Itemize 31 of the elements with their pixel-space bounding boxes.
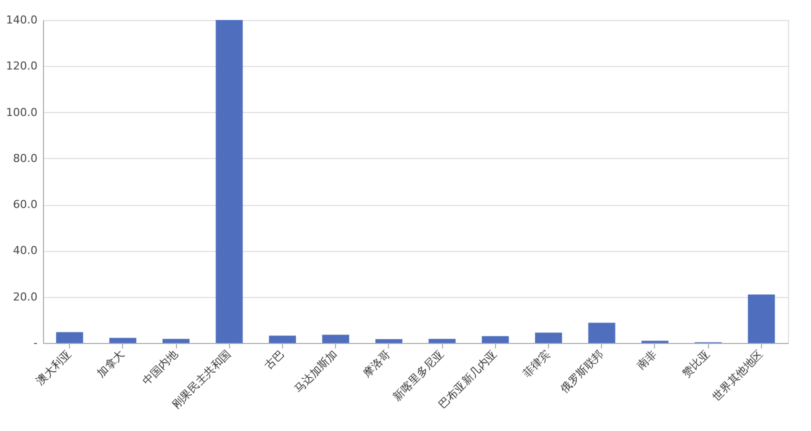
bar bbox=[535, 332, 562, 343]
x-tick-label: 菲律宾 bbox=[520, 348, 553, 380]
y-tick-label: 140.0 bbox=[6, 14, 38, 26]
x-tick-label: 俄罗斯联邦 bbox=[558, 348, 606, 396]
bar bbox=[482, 336, 509, 343]
y-tick-label: 60.0 bbox=[13, 198, 38, 212]
x-tick-label: 南非 bbox=[634, 348, 660, 372]
x-tick-label: 加拿大 bbox=[94, 348, 128, 380]
bar bbox=[322, 334, 350, 343]
y-tick-label: 80.0 bbox=[13, 152, 38, 165]
y-tick-label: - bbox=[34, 336, 38, 350]
bar bbox=[216, 20, 243, 343]
y-tick-label: 100.0 bbox=[6, 106, 38, 119]
bar bbox=[375, 339, 402, 343]
bar bbox=[588, 322, 616, 343]
x-tick-label: 中国内地 bbox=[140, 348, 180, 388]
x-tick-label: 世界其他地区 bbox=[710, 348, 766, 404]
bar bbox=[428, 338, 456, 343]
x-tick-label: 摩洛哥 bbox=[360, 348, 394, 380]
y-tick-label: 40.0 bbox=[13, 244, 38, 258]
x-tick-label: 澳大利亚 bbox=[34, 348, 74, 388]
y-tick-label: 120.0 bbox=[6, 60, 38, 73]
bar bbox=[268, 336, 296, 343]
y-tick-label: 20.0 bbox=[13, 290, 38, 304]
bar bbox=[162, 338, 190, 343]
bar bbox=[109, 338, 136, 343]
x-tick-label: 古巴 bbox=[262, 348, 287, 372]
bar bbox=[748, 294, 775, 343]
x-tick-label: 马达加斯加 bbox=[292, 348, 340, 396]
x-tick-label: 赞比亚 bbox=[680, 348, 712, 380]
bar bbox=[56, 332, 84, 343]
